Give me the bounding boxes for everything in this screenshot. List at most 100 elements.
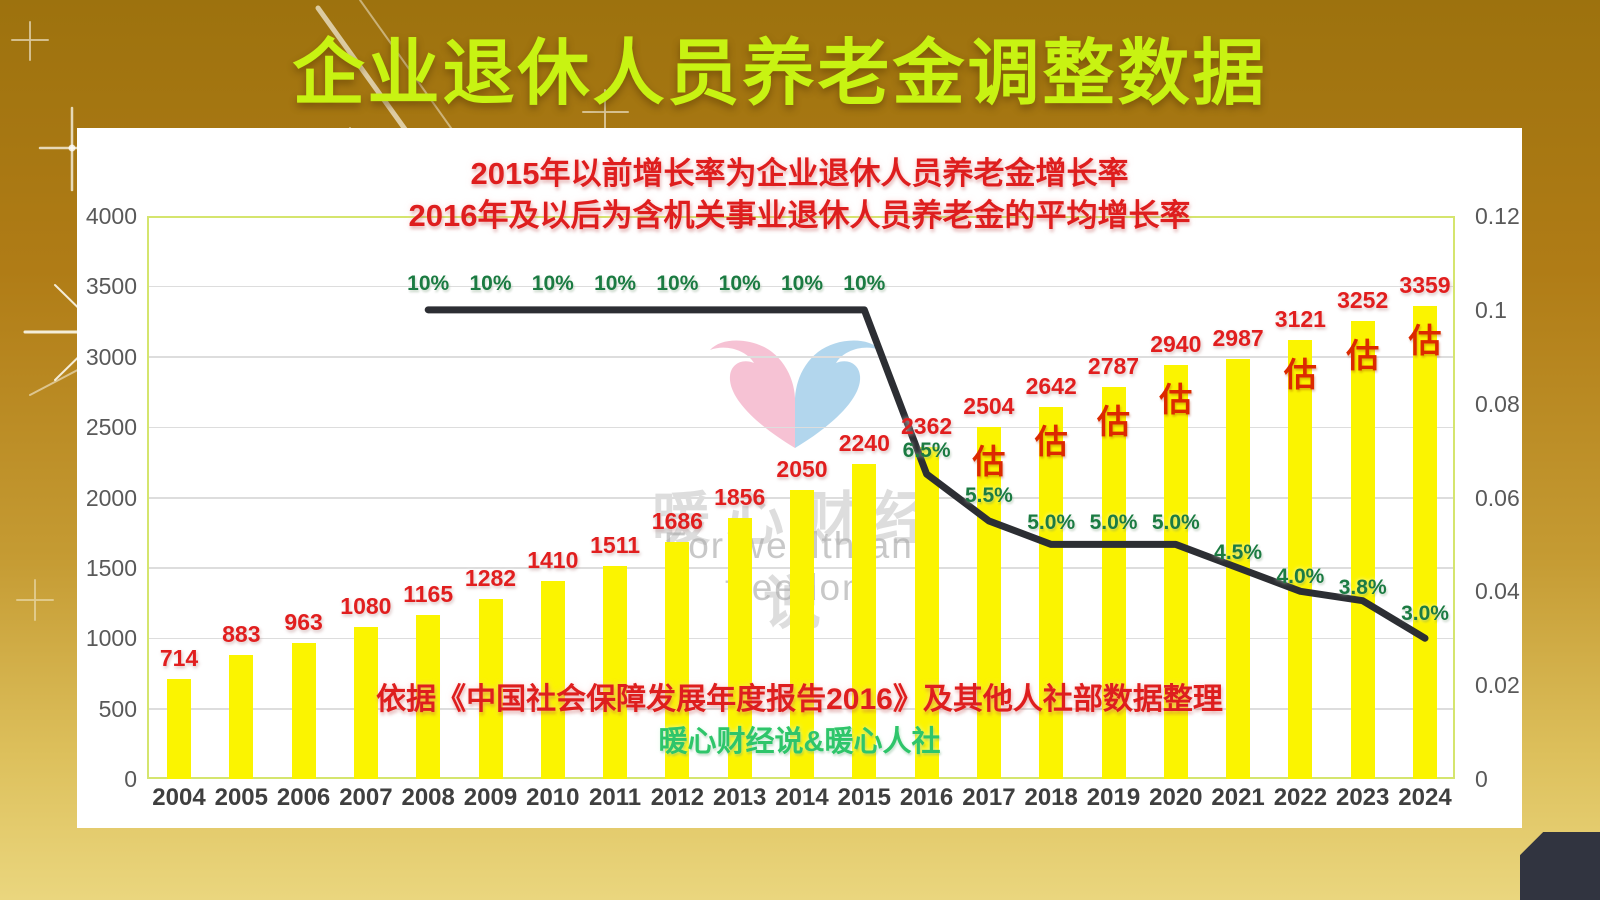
pct-label: 10% [656, 271, 699, 295]
bar-value-label: 2940 [1150, 331, 1202, 358]
bar [603, 566, 628, 779]
bar-value-label: 883 [222, 620, 261, 647]
pct-label: 5.0% [1027, 511, 1076, 535]
bar [229, 654, 254, 779]
x-axis-label: 2014 [775, 784, 829, 811]
y-axis-left-label: 1000 [85, 625, 137, 652]
x-axis-label: 2010 [526, 784, 580, 811]
bar [976, 426, 1001, 779]
estimate-label: 估 [972, 442, 1006, 480]
x-axis-label: 2004 [152, 784, 206, 811]
bar-value-label: 1856 [714, 483, 766, 510]
pct-label: 4.0% [1276, 565, 1325, 589]
estimate-label: 估 [1346, 337, 1380, 375]
y-axis-left-label: 500 [98, 695, 137, 722]
pct-label: 10% [469, 271, 512, 295]
x-axis-label: 2022 [1273, 784, 1328, 811]
bar [1163, 365, 1188, 779]
x-axis-label: 2012 [650, 784, 705, 811]
bar-value-label: 1165 [403, 581, 454, 608]
bar [665, 541, 690, 779]
bar-value-label: 2642 [1025, 373, 1077, 400]
pct-label: 10% [843, 271, 886, 295]
bar [727, 517, 752, 779]
bar-value-label: 3359 [1399, 272, 1451, 299]
bar [291, 643, 316, 779]
x-axis-label: 2005 [214, 784, 268, 811]
pct-label: 6.5% [902, 439, 951, 463]
bar [416, 615, 441, 779]
bar [1413, 306, 1437, 779]
y-axis-right-label: 0.08 [1475, 390, 1520, 417]
bar-value-label: 2787 [1087, 352, 1140, 379]
subtitle-line-2: 2016年及以后为含机关事业退休人员养老金的平均增长率 [408, 198, 1191, 233]
x-axis-label: 2009 [463, 784, 518, 811]
y-axis-left-label: 2500 [85, 414, 137, 441]
y-axis-left-label: 4000 [85, 203, 137, 229]
x-axis-label: 2019 [1086, 784, 1141, 811]
bar [914, 446, 939, 779]
pct-label: 3.0% [1401, 602, 1449, 626]
x-axis-label: 2006 [276, 784, 331, 811]
heart-logo [710, 340, 880, 448]
y-axis-right-label: 0.02 [1475, 672, 1520, 699]
bar-value-label: 2362 [901, 412, 953, 439]
bar [167, 678, 191, 779]
y-axis-right-label: 0.04 [1475, 578, 1520, 605]
bar [1288, 339, 1313, 779]
x-axis-label: 2011 [589, 784, 642, 811]
credit-line: 暖心财经说&暖心人社 [658, 726, 941, 758]
x-axis-label: 2016 [899, 784, 954, 811]
pct-label: 5.0% [1089, 511, 1138, 535]
bar [1039, 407, 1064, 779]
bar-value-label: 2987 [1212, 324, 1264, 351]
y-axis-right-label: 0.12 [1475, 203, 1520, 229]
bar [1101, 386, 1126, 779]
grid-line [147, 356, 1455, 358]
y-axis-right-label: 0.1 [1475, 296, 1507, 323]
bar [353, 626, 378, 779]
estimate-label: 估 [1408, 322, 1442, 360]
y-axis-left-label: 0 [124, 766, 137, 792]
pct-label: 5.0% [1151, 511, 1200, 535]
bar-value-label: 1686 [651, 507, 703, 534]
page-title: 企业退休人员养老金调整数据 [292, 34, 1268, 114]
corner-decoration [1520, 832, 1600, 900]
x-axis-label: 2023 [1335, 784, 1390, 811]
estimate-label: 估 [1097, 402, 1130, 440]
grid-line [147, 285, 1455, 288]
bar-value-label: 1511 [590, 532, 641, 559]
y-axis-left-label: 1500 [85, 554, 137, 581]
bar-value-label: 2240 [838, 429, 890, 456]
y-axis-right-label: 0 [1475, 766, 1488, 792]
pct-label: 3.8% [1338, 575, 1387, 599]
x-axis-label: 2024 [1398, 784, 1452, 811]
grid-line [147, 426, 1455, 429]
x-axis-label: 2018 [1024, 784, 1078, 811]
pct-label: 10% [718, 271, 761, 295]
bar [540, 580, 565, 779]
x-axis-label: 2007 [339, 784, 393, 811]
x-axis-label: 2020 [1149, 784, 1203, 811]
x-axis-label: 2017 [962, 784, 1016, 811]
bar [1350, 321, 1375, 779]
estimate-label: 估 [1283, 355, 1317, 393]
source-note: 依据《中国社会保障发展年度报告2016》及其他人社部数据整理 [376, 683, 1223, 716]
bar-value-label: 963 [284, 609, 323, 636]
y-axis-left-label: 2000 [85, 484, 137, 511]
subtitle-line-1: 2015年以前增长率为企业退休人员养老金增长率 [470, 156, 1129, 191]
bar [478, 598, 503, 779]
y-axis-left-label: 3500 [85, 273, 137, 300]
bar-value-label: 714 [159, 644, 199, 671]
pct-label: 10% [780, 271, 824, 295]
pct-label: 5.5% [964, 483, 1013, 507]
bar-value-label: 1080 [340, 592, 392, 619]
bar-value-label: 1410 [527, 546, 579, 573]
estimate-label: 估 [1159, 381, 1193, 419]
pct-label: 4.5% [1214, 540, 1263, 564]
bar-value-label: 3252 [1337, 287, 1389, 314]
x-axis-label: 2021 [1211, 784, 1265, 811]
pct-label: 10% [594, 271, 637, 295]
bar-value-label: 1282 [464, 564, 517, 591]
